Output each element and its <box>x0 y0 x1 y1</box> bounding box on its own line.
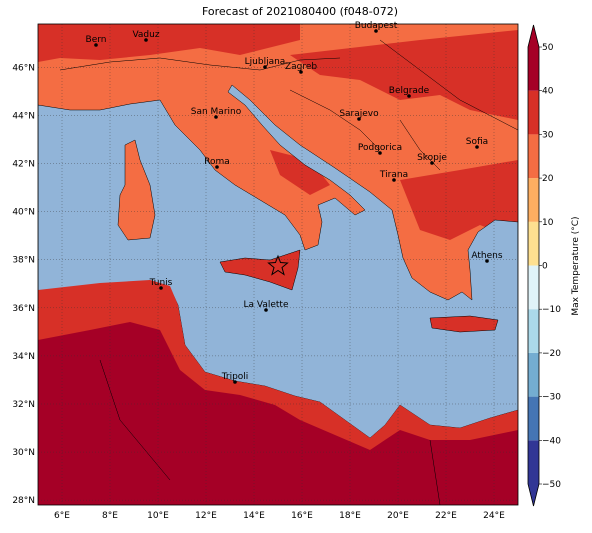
warm-zone <box>38 24 300 62</box>
warm-zone <box>400 160 518 240</box>
city-dot <box>392 178 396 182</box>
city-label: Bern <box>86 35 107 45</box>
city-dot <box>94 43 98 47</box>
lat-tick-label: 36°N <box>12 304 35 314</box>
city-dot <box>159 286 163 290</box>
colorbar-bin <box>528 265 539 310</box>
lon-tick-label: 6°E <box>54 511 70 521</box>
colorbar: −50 −40 −30 −20 −10 0 10 20 30 40 50 <box>527 24 561 507</box>
city-label: Skopje <box>417 153 447 163</box>
colorbar-extend <box>528 484 539 506</box>
city-dot <box>215 165 219 169</box>
warm-zone <box>290 30 518 120</box>
colorbar-bin <box>528 221 539 266</box>
city-label: Vaduz <box>132 30 159 40</box>
city-dot <box>485 259 489 263</box>
lon-tick-label: 18°E <box>339 511 361 521</box>
warm-zone <box>270 150 330 195</box>
colorbar-bin <box>528 440 539 484</box>
lat-tick-label: 40°N <box>12 208 35 218</box>
city-dot <box>430 161 434 165</box>
city-label: Ljubljana <box>245 57 286 67</box>
city-dot <box>475 145 479 149</box>
city-label: Tunis <box>149 278 173 288</box>
lon-tick-label: 10°E <box>147 511 169 521</box>
colorbar-bin <box>528 309 539 353</box>
lat-tick-label: 38°N <box>12 256 35 266</box>
island <box>429 315 499 333</box>
colorbar-extend <box>528 25 539 47</box>
colorbar-bin <box>528 47 539 91</box>
lat-tick-label: 28°N <box>12 496 35 506</box>
city-dot <box>357 117 361 121</box>
colorbar-tick-label: 10 <box>542 218 554 228</box>
colorbar-tick-label: 40 <box>542 87 554 97</box>
lon-tick-label: 8°E <box>102 511 118 521</box>
city-dot <box>214 115 218 119</box>
colorbar-tick-label: −50 <box>542 480 561 490</box>
city-dot <box>264 308 268 312</box>
star-marker <box>267 254 289 276</box>
lon-tick-label: 14°E <box>243 511 265 521</box>
city-label: Zagreb <box>285 62 317 72</box>
city-label: Tirana <box>379 170 408 180</box>
city-label: San Marino <box>191 107 242 117</box>
city-label: Athens <box>471 251 502 261</box>
lon-tick-label: 24°E <box>483 511 505 521</box>
border <box>59 39 518 505</box>
city-dot <box>374 29 378 33</box>
colorbar-tick-label: 0 <box>542 262 548 272</box>
lat-tick-label: 32°N <box>12 400 35 410</box>
colorbar-tick-label: 50 <box>542 43 554 53</box>
colorbar-tick-label: −30 <box>542 393 561 403</box>
island <box>117 139 156 241</box>
city-label: Roma <box>204 157 230 167</box>
map-frame <box>37 23 519 506</box>
lon-tick-label: 16°E <box>291 511 313 521</box>
city-label: Tripoli <box>221 372 249 382</box>
colorbar-tick-label: −20 <box>542 349 561 359</box>
lat-tick-label: 42°N <box>12 159 35 169</box>
lat-tick-label: 44°N <box>12 111 35 121</box>
colorbar-bin <box>528 134 539 179</box>
city-label: Sofia <box>466 137 488 147</box>
city-label: La Valette <box>244 300 289 310</box>
lon-tick-label: 20°E <box>387 511 409 521</box>
lat-tick-label: 34°N <box>12 352 35 362</box>
lon-tick-label: 22°E <box>435 511 457 521</box>
city-label: Sarajevo <box>339 109 379 119</box>
colorbar-tick-label: 30 <box>542 130 554 140</box>
city-dot <box>407 94 411 98</box>
colorbar-tick-label: −10 <box>542 305 561 315</box>
city-dot <box>233 380 237 384</box>
city-label: Budapest <box>355 21 398 31</box>
colorbar-tick-label: −40 <box>542 436 561 446</box>
colorbar-bin <box>528 396 539 441</box>
city-label: Belgrade <box>389 86 430 96</box>
city-dot <box>144 38 148 42</box>
city-label: Podgorica <box>358 143 402 153</box>
colorbar-bin <box>528 352 539 397</box>
colorbar-label: Max Temperature (°C) <box>571 216 581 315</box>
cities: Bern Vaduz Budapest Ljubljana Zagreb Belgrade… <box>86 21 503 384</box>
grid: 6°E 8°E 10°E 12°E 14°E 16°E 18°E 20°E 22°E 24°E 28… <box>12 24 518 521</box>
colorbar-tick-label: 20 <box>542 174 554 184</box>
title: Forecast of 2021080400 (f048-072) <box>202 5 398 18</box>
colorbar-bin <box>528 90 539 135</box>
city-dot <box>299 70 303 74</box>
lat-tick-label: 46°N <box>12 63 35 73</box>
city-dot <box>378 151 382 155</box>
lat-tick-label: 30°N <box>12 448 35 458</box>
lon-tick-label: 12°E <box>195 511 217 521</box>
colorbar-bin <box>528 178 539 222</box>
city-dot <box>263 65 267 69</box>
